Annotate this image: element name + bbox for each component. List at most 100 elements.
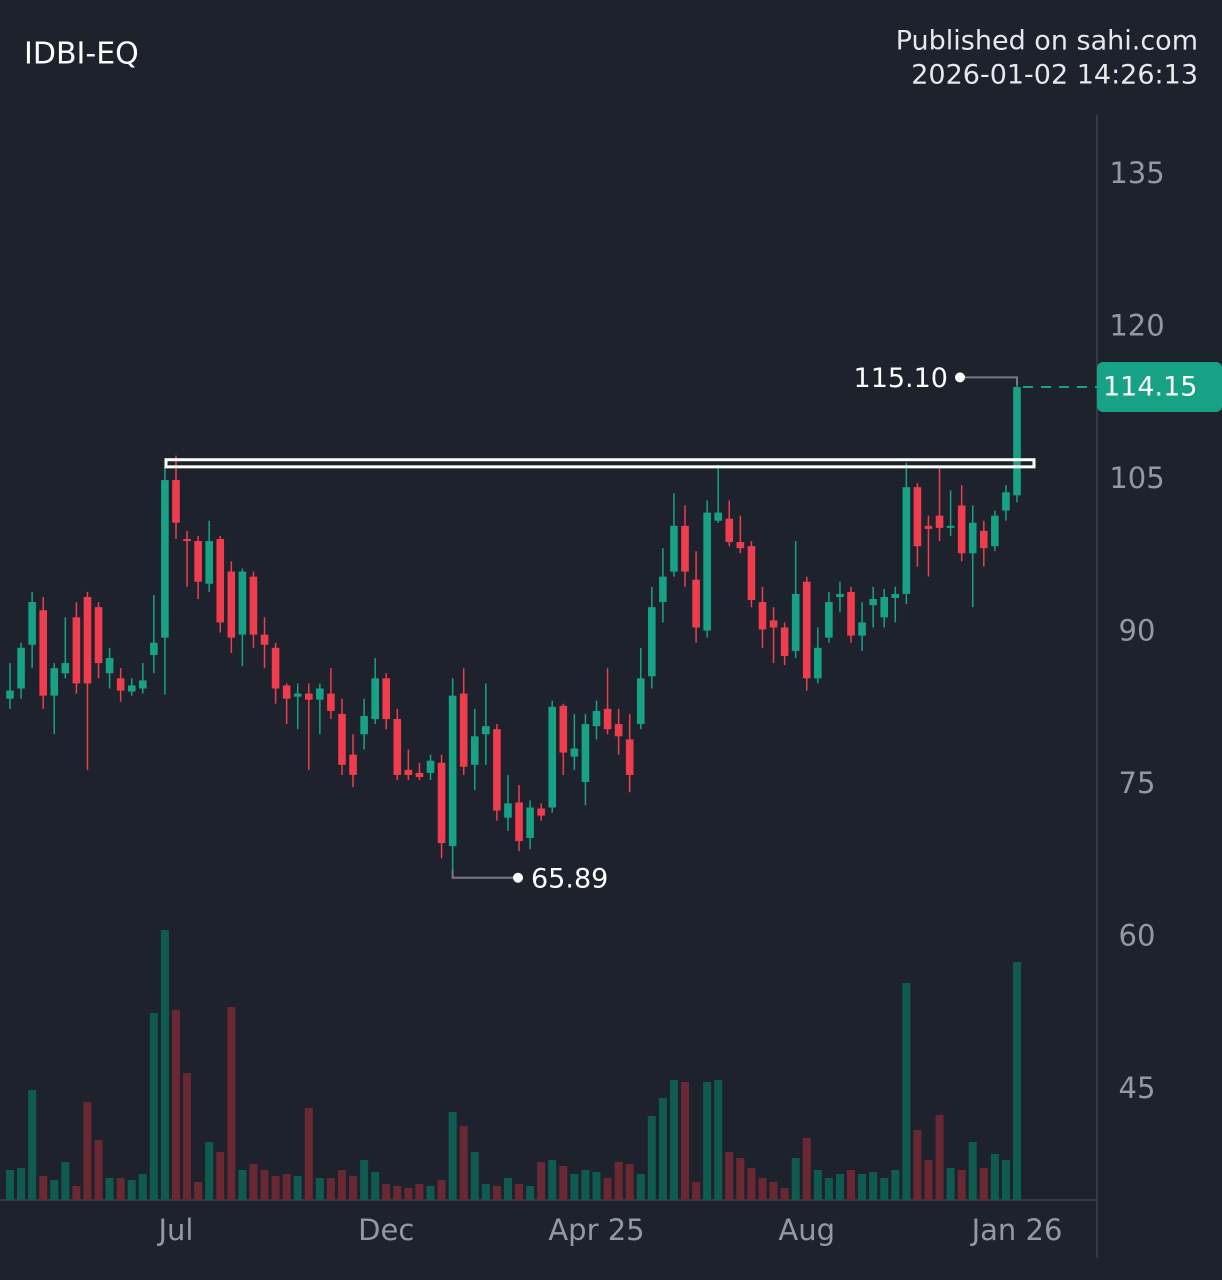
x-tick-label: Aug	[778, 1213, 835, 1247]
candle-body	[183, 539, 191, 542]
candle-body	[991, 515, 999, 547]
volume-bar	[592, 1172, 601, 1200]
volume-bar	[315, 1178, 324, 1200]
candle-body	[869, 599, 877, 606]
y-tick-label: 60	[1119, 919, 1156, 953]
candle-body	[39, 610, 47, 696]
candle-body	[83, 596, 92, 684]
candle-body	[913, 487, 922, 547]
y-tick-label: 135	[1109, 156, 1164, 190]
candle-body	[570, 748, 579, 757]
volume-bar	[946, 1168, 955, 1200]
candle-body	[116, 678, 125, 691]
candle-body	[227, 571, 236, 638]
volume-bar	[979, 1168, 988, 1200]
candle-body	[349, 754, 357, 775]
volume-bar	[437, 1180, 446, 1200]
candle-body	[957, 505, 966, 554]
candle-body	[791, 593, 800, 651]
volume-bar	[83, 1102, 92, 1200]
candle-body	[150, 642, 158, 655]
candle-body	[138, 680, 147, 689]
volume-bar	[282, 1174, 291, 1200]
candle-body	[172, 480, 180, 523]
volume-bar	[492, 1186, 501, 1200]
volume-bar	[681, 1082, 690, 1200]
volume-bar	[769, 1182, 778, 1200]
publisher: Published on sahi.com	[896, 26, 1198, 57]
candle-body	[6, 690, 14, 699]
volume-bar	[747, 1168, 756, 1200]
candle-body	[17, 647, 25, 689]
timestamp: 2026-01-02 14:26:13	[911, 60, 1198, 91]
candle-body	[902, 487, 911, 594]
volume-bar	[891, 1170, 900, 1200]
candle-body	[714, 512, 723, 521]
volume-bar	[50, 1180, 59, 1200]
price-tag	[1097, 362, 1222, 413]
volume-bar	[990, 1154, 999, 1200]
candle-body	[327, 693, 335, 711]
candle-body	[415, 772, 424, 777]
candle-body	[625, 739, 634, 775]
volume-bar	[503, 1178, 512, 1200]
volume-bar	[780, 1188, 789, 1200]
candle-body	[437, 762, 446, 844]
volume-bar	[94, 1140, 103, 1200]
volume-bar	[581, 1170, 590, 1200]
candle-body	[282, 685, 291, 699]
candle-body	[493, 729, 501, 811]
volume-bar	[636, 1174, 645, 1200]
volume-bar	[791, 1158, 800, 1200]
candle-body	[537, 808, 545, 816]
volume-bar	[238, 1170, 247, 1200]
volume-bar	[526, 1186, 535, 1200]
volume-bar	[382, 1184, 391, 1200]
volume-bar	[847, 1170, 856, 1200]
volume-bar	[393, 1186, 402, 1200]
volume-bar	[669, 1080, 678, 1200]
volume-bar	[515, 1184, 524, 1200]
candle-body	[559, 705, 568, 753]
candle-body	[470, 736, 479, 765]
candle-body	[161, 480, 169, 638]
candle-body	[614, 724, 623, 737]
candle-body	[847, 591, 855, 636]
candle-body	[581, 724, 590, 783]
candle-body	[371, 678, 379, 720]
volume-bar	[813, 1170, 822, 1200]
candle-body	[725, 518, 734, 543]
max-leader	[960, 376, 1018, 386]
volume-bar	[260, 1170, 269, 1200]
volume-bar	[559, 1166, 568, 1200]
y-tick-label: 45	[1119, 1071, 1156, 1105]
candle-body	[271, 647, 280, 689]
volume-bar	[404, 1188, 413, 1200]
volume-bar	[138, 1174, 147, 1200]
volume-bar	[337, 1170, 346, 1200]
x-tick-label: Jan 26	[970, 1213, 1063, 1247]
volume-bar	[349, 1176, 358, 1200]
y-tick-label: 90	[1119, 614, 1156, 648]
volume-bar	[880, 1178, 889, 1200]
candle-body	[935, 515, 944, 528]
volume-bar	[570, 1174, 579, 1200]
volume-bar	[957, 1170, 966, 1200]
candle-body	[636, 678, 645, 725]
max-label: 115.10	[854, 363, 948, 394]
candle-body	[382, 678, 391, 720]
highlight-box	[164, 458, 1036, 469]
volume-bar	[714, 1080, 723, 1200]
volume-bar	[824, 1178, 833, 1200]
volume-bar	[304, 1108, 313, 1200]
volume-bar	[902, 983, 911, 1200]
candle-body	[482, 726, 490, 735]
volume-bar	[194, 1182, 203, 1200]
volume-bar	[17, 1168, 26, 1200]
candle-body	[825, 602, 833, 638]
volume-bar	[127, 1180, 136, 1200]
volume-bar	[802, 1138, 811, 1200]
candle-body	[105, 658, 114, 674]
volume-bar	[459, 1126, 468, 1200]
volume-bar	[28, 1090, 37, 1200]
